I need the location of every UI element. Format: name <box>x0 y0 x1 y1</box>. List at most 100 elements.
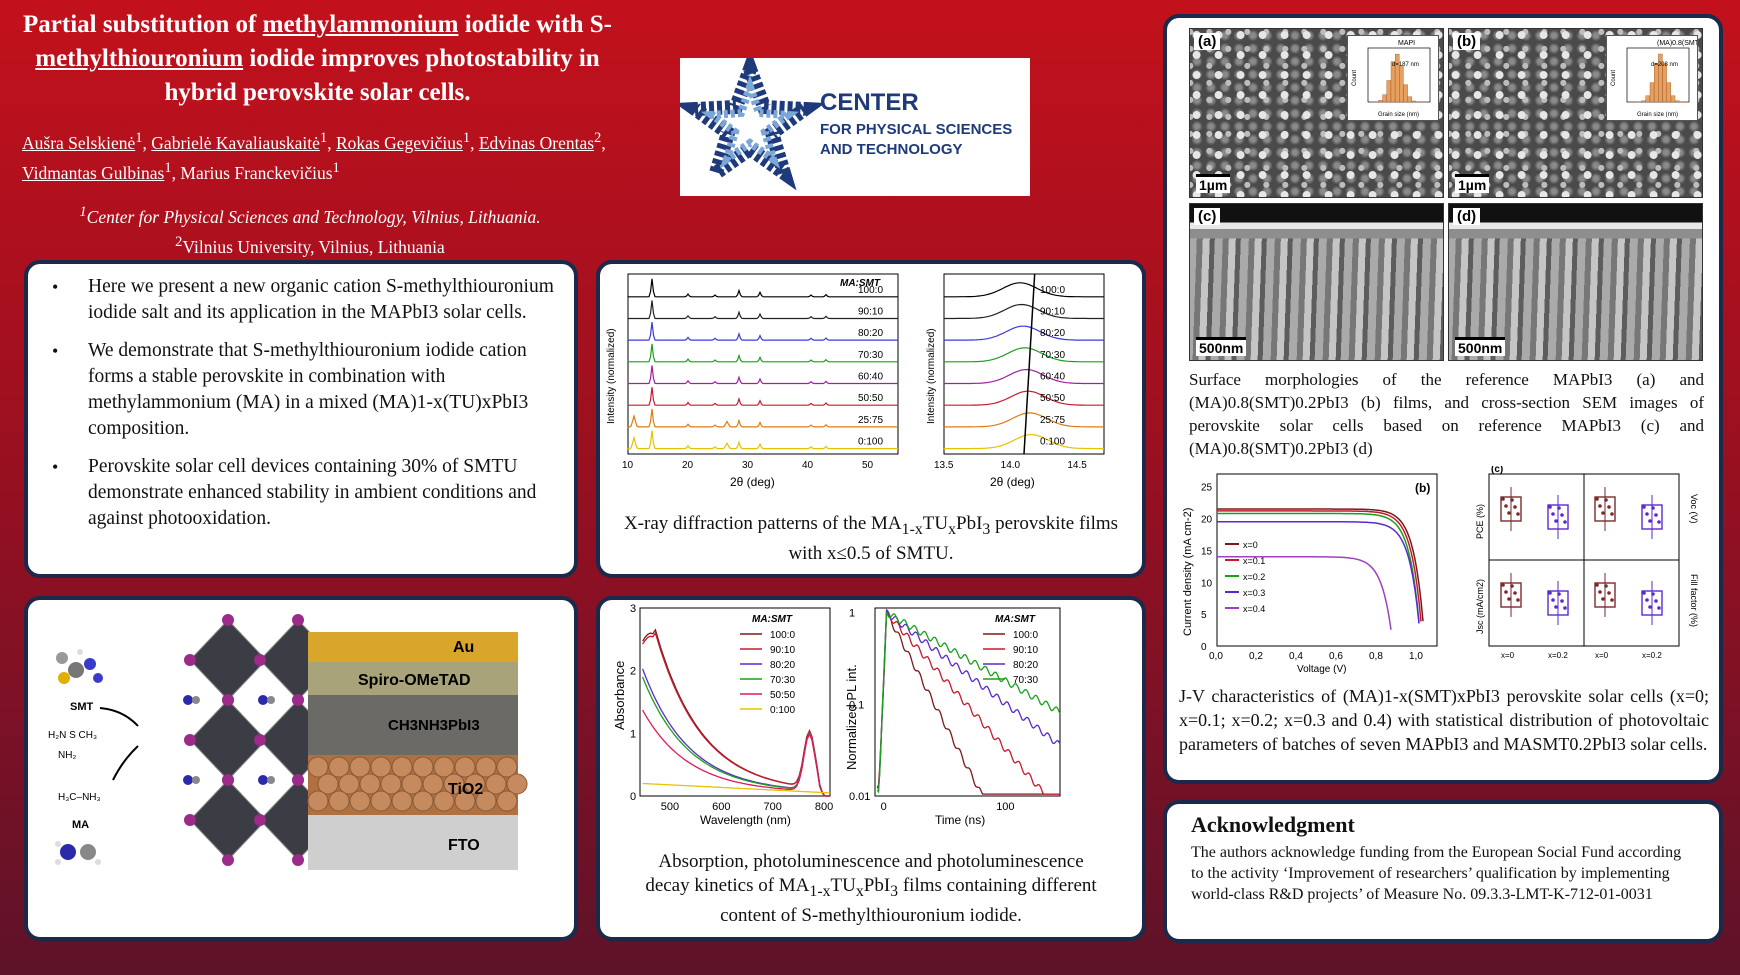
box-point <box>1563 606 1567 610</box>
abs-legend-title: MA:SMT <box>752 614 793 625</box>
bullet-item: Perovskite solar cell devices containing… <box>42 454 556 532</box>
sem-jv-panel: (a) 1µm MAPI d=187 nm Grain size (nm) Count… <box>1163 14 1723 784</box>
xrd-zoom-line <box>943 282 1104 298</box>
box-point <box>1595 497 1599 501</box>
ack-text: The authors acknowledge funding from the… <box>1191 844 1682 903</box>
xrd-ratio-label: 100:0 <box>1040 285 1065 296</box>
xrd-zoom-line <box>943 325 1104 341</box>
abs-legend-label: 50:50 <box>770 690 795 701</box>
jv-frame <box>1216 473 1438 647</box>
abs-legend-label: 80:20 <box>770 660 795 671</box>
pl-y-tick: 1 <box>849 608 855 620</box>
grain-histogram-b: (MA)0.8(SMT)0.2PbI3 d=208 nm Grain size (n… <box>1606 35 1702 121</box>
histogram-bar <box>1645 95 1650 103</box>
box-point <box>1595 583 1599 587</box>
box-point <box>1507 511 1511 515</box>
xrd-zoom-line <box>943 303 1104 320</box>
abs-y-tick: 0 <box>630 791 636 803</box>
box-point <box>1604 498 1608 502</box>
jv-legend-label: x=0.2 <box>1243 572 1265 582</box>
intro-bullet-list: Here we present a new organic cation S-m… <box>42 274 556 532</box>
box-point <box>1560 599 1564 603</box>
box-point <box>1645 598 1649 602</box>
tio2-particle <box>307 756 329 778</box>
box-point <box>1648 519 1652 523</box>
histogram-bar <box>1403 84 1408 103</box>
jv-curve <box>1217 556 1392 630</box>
box-point <box>1501 583 1505 587</box>
scale-bar: 1µm <box>1455 174 1490 193</box>
tio2-particle <box>359 773 381 795</box>
box-point <box>1651 506 1655 510</box>
pl-frame <box>874 607 1061 797</box>
xrd-ratio-label: 25:75 <box>858 415 883 426</box>
tio2-particle <box>328 790 350 812</box>
abs-legend-label: 100:0 <box>770 630 795 641</box>
xrd-x-tick: 40 <box>802 460 814 471</box>
abs-x-tick: 500 <box>661 801 679 813</box>
smt-label: SMT <box>70 701 94 713</box>
abs-y-tick: 3 <box>630 603 636 615</box>
tio2-particle <box>464 773 486 795</box>
iodide-atom <box>292 614 304 626</box>
abs-frame <box>639 607 831 797</box>
affiliation-1: 1Center for Physical Sciences and Techno… <box>79 204 541 227</box>
jv-x-tick: 0,8 <box>1369 651 1383 662</box>
jv-curve <box>1217 521 1420 624</box>
abs-x-tick: 800 <box>815 801 833 813</box>
cation-atom <box>258 775 268 785</box>
pl-x-tick: 0 <box>881 801 887 813</box>
xrd-y-label: Intensity (normalized) <box>926 328 937 424</box>
xrd-pattern-line <box>627 430 898 450</box>
jv-x-tick: 0,4 <box>1289 651 1303 662</box>
box-point <box>1554 605 1558 609</box>
tio2-particle <box>506 773 528 795</box>
jv-y-tick: 20 <box>1201 515 1213 526</box>
logo-text-1: CENTER <box>820 89 919 116</box>
box-point <box>1604 584 1608 588</box>
iodide-atom <box>222 694 234 706</box>
histogram-mean: d=187 nm <box>1392 62 1419 68</box>
xrd-ratio-label: 90:10 <box>1040 306 1065 317</box>
jv-caption: J-V characteristics of (MA)1-x(SMT)xPbI3… <box>1179 686 1709 754</box>
iodide-atom <box>184 814 196 826</box>
ma-molecule-icon <box>55 841 101 865</box>
bullet-item: We demonstrate that S-methylthiouronium … <box>42 338 556 442</box>
sem-image-b: (b) 1µm (MA)0.8(SMT)0.2PbI3d=208 nmGrain… <box>1448 28 1703 198</box>
histogram-bar <box>1378 100 1383 103</box>
xrd-pattern-line <box>627 408 898 428</box>
affiliations: 1Center for Physical Sciences and Techno… <box>10 200 610 260</box>
arrow-icon <box>112 745 139 781</box>
xrd-legend-title: MA:SMT <box>840 278 881 289</box>
xrd-pattern-line <box>627 300 898 320</box>
cation-atom <box>267 696 275 704</box>
histogram-bar <box>1670 95 1676 103</box>
box-point <box>1610 598 1614 602</box>
pce-label: PCE (%) <box>1475 504 1485 539</box>
histogram-bar <box>1662 63 1667 103</box>
box-point <box>1504 504 1508 508</box>
iodide-atom <box>292 694 304 706</box>
histogram-bar <box>1382 94 1387 103</box>
tio2-particle <box>412 790 434 812</box>
tio2-particle <box>391 790 413 812</box>
title-underlined-word-1: methylammonium <box>262 11 459 38</box>
xrd-ratio-label: 70:30 <box>858 350 883 361</box>
xrd-x-tick: 10 <box>622 460 634 471</box>
xrd-x-tick: 30 <box>742 460 754 471</box>
tio2-particle <box>454 756 476 778</box>
box-point <box>1607 591 1611 595</box>
pl-legend-title: MA:SMT <box>995 614 1036 625</box>
box-point <box>1504 590 1508 594</box>
institution-logo: CENTER FOR PHYSICAL SCIENCES AND TECHNOL… <box>674 48 1030 196</box>
tio2-particle <box>317 773 339 795</box>
iodide-atom <box>292 774 304 786</box>
cation-atom <box>192 696 200 704</box>
box-point <box>1642 505 1646 509</box>
svg-text:NH₂: NH₂ <box>58 750 76 761</box>
absorbance-line <box>641 676 830 797</box>
tio2-particle <box>349 756 371 778</box>
pl-legend-label: 90:10 <box>1013 645 1038 656</box>
layer-spiro: Spiro-OMeTAD <box>358 672 471 689</box>
structure-figure: SMT H₂N S CH₃ NH₂ H₃C–NH₃ MA Au Spiro-OM… <box>48 614 528 870</box>
